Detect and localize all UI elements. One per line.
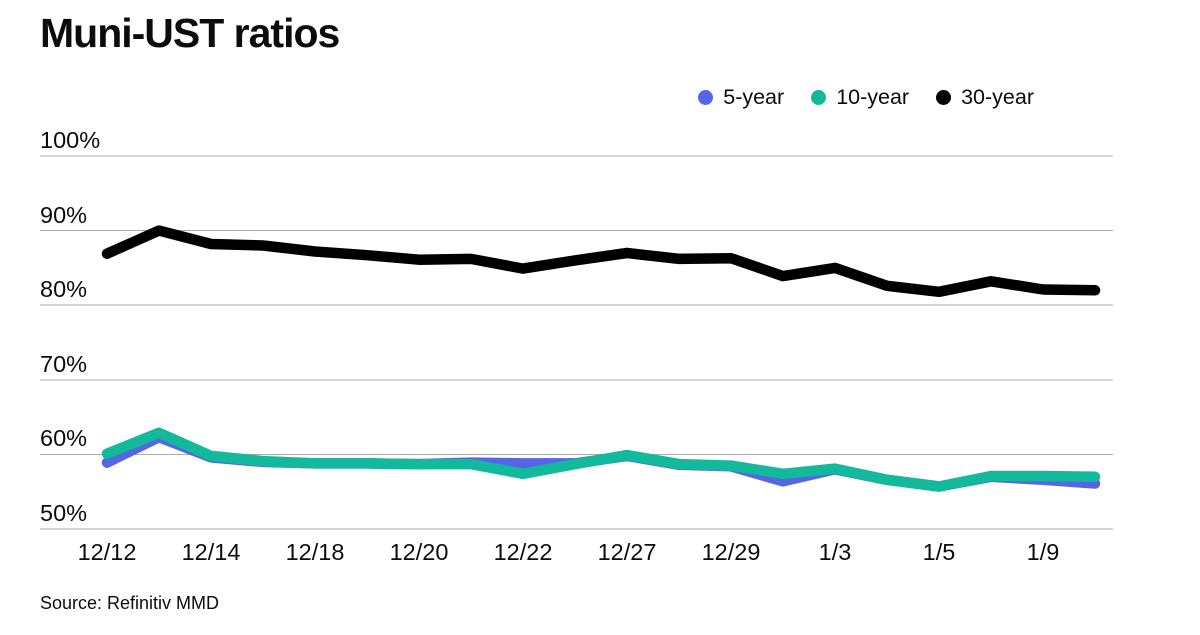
legend-label: 5-year (723, 85, 785, 109)
line-30-year (101, 225, 1101, 298)
legend-item-10-year: 10-year (811, 85, 909, 110)
legend-label: 10-year (836, 85, 910, 109)
legend-item-30-year: 30-year (936, 85, 1034, 110)
y-axis-tick-label: 50% (40, 500, 88, 526)
x-axis-tick-label: 1/5 (922, 539, 956, 565)
line-10-year (101, 427, 1101, 492)
y-axis-tick-label: 80% (40, 276, 88, 303)
x-axis-tick-label: 12/22 (493, 539, 553, 565)
x-axis-tick-label: 12/18 (285, 539, 345, 565)
x-axis-tick-label: 12/20 (389, 539, 449, 565)
legend-dot-icon (698, 90, 714, 105)
x-axis-tick-label: 12/27 (597, 539, 657, 565)
source-credit: Source: Refinitiv MMD (40, 593, 220, 613)
x-axis-tick-label: 12/14 (181, 539, 241, 565)
chart-title: Muni-UST ratios (40, 10, 340, 56)
legend: 5-year 10-year 30-year (698, 85, 1034, 110)
legend-label: 30-year (961, 85, 1034, 109)
y-axis-tick-label: 100% (40, 127, 101, 153)
x-axis-tick-label: 12/29 (701, 539, 761, 565)
y-axis-tick-label: 70% (40, 350, 88, 377)
y-axis-tick-label: 90% (40, 201, 88, 228)
legend-dot-icon (811, 90, 827, 105)
x-axis-tick-label: 1/3 (818, 539, 852, 565)
legend-dot-icon (936, 90, 952, 105)
y-axis-tick-label: 60% (40, 425, 88, 452)
x-axis-tick-label: 12/12 (77, 539, 137, 565)
x-axis-tick-label: 1/9 (1026, 539, 1060, 565)
legend-item-5-year: 5-year (698, 85, 784, 110)
